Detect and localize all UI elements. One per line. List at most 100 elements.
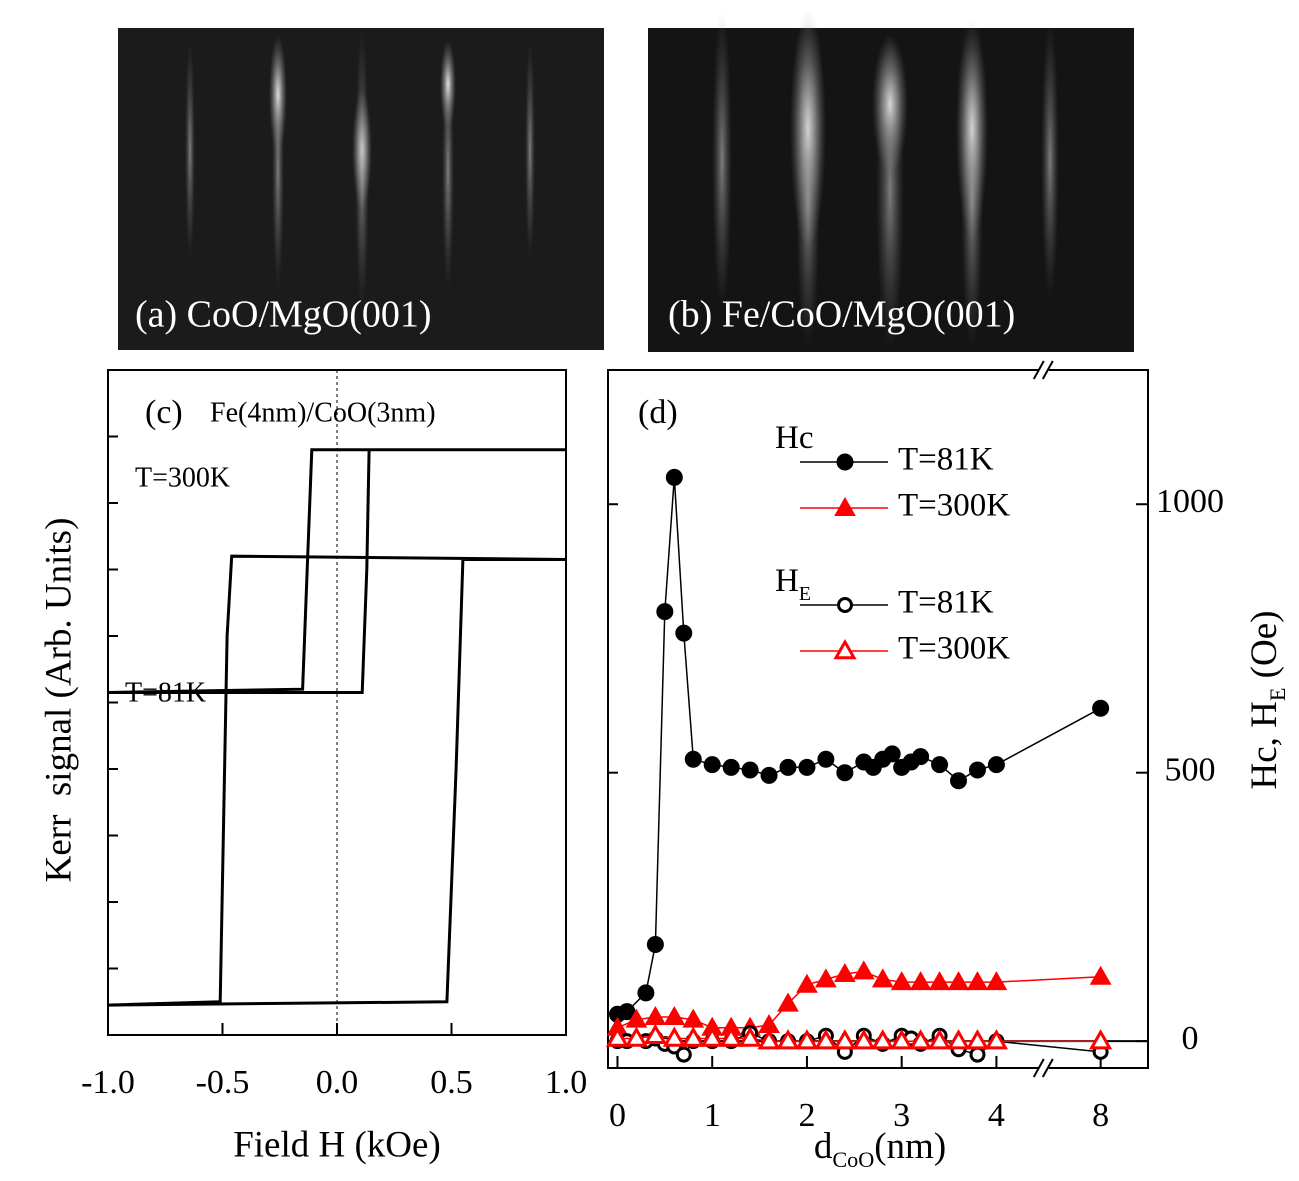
marker [950,772,968,790]
y-tick-label: 1000 [1156,483,1224,520]
legend-title-part: E [799,583,811,605]
axis-break-gap [1038,367,1049,373]
y-axis-label: Kerr signal (Arb. Units) [38,518,79,883]
marker [722,758,740,776]
marker [646,936,664,954]
marker [966,971,989,991]
marker [719,1026,743,1047]
marker [644,1005,667,1025]
marker [836,764,854,782]
axis-break-mark [1032,360,1045,380]
marker [987,756,1005,774]
x-tick-label: 4 [988,1097,1005,1134]
marker [795,1029,819,1050]
marker [637,984,655,1002]
marker [852,1029,876,1050]
x-tick-label: 8 [1092,1097,1109,1134]
image-b: (b) Fe/CoO/MgO(001) [648,10,1134,352]
marker [965,1029,990,1050]
marker [927,1029,952,1050]
legend-label: T=300K [898,488,1010,524]
x-axis-label: dCoO(nm) [814,1126,946,1172]
x-tick-label: 1.0 [545,1064,588,1101]
marker [777,992,799,1012]
axis-break-mark [1032,1058,1045,1078]
image-caption: (a) CoO/MgO(001) [135,294,432,336]
series-line [617,477,1101,1016]
y-axis-label-part: Hc, H [1244,701,1285,789]
marker [817,750,835,768]
marker [909,1029,933,1050]
marker [1089,1029,1113,1050]
marker [890,1029,914,1050]
x-tick-label: 2 [798,1097,815,1134]
marker [852,960,875,980]
marker [796,973,818,993]
marker [1092,699,1110,717]
x-tick-label: 0.0 [316,1064,359,1101]
marker [833,1029,857,1050]
legend-title-part: H [775,563,799,599]
marker [643,1023,667,1045]
marker [738,1026,762,1047]
legend-marker [836,453,854,471]
marker [798,758,816,776]
x-axis-label-part: d [814,1126,833,1167]
y-axis-label-part: (Oe) [1244,611,1285,688]
axis-break-mark [1041,360,1054,380]
x-tick-label: 3 [893,1097,910,1134]
x-tick-label: -1.0 [81,1064,135,1101]
marker [624,1026,649,1047]
marker [871,1029,895,1050]
marker [871,968,894,988]
marker [984,1029,1009,1050]
chart-panel: -1.0 -0.5 0.0 0.5 1.0 Field H (kOe) Kerr signa… [38,369,588,1165]
y-axis-label-part: E [1265,688,1290,702]
legend-label: T=300K [898,631,1010,667]
curve-label: T=81K [125,677,206,708]
x-axis-label: Field H (kOe) [233,1124,441,1165]
marker [968,761,986,779]
marker [605,1026,630,1047]
x-tick-label: 1 [704,1097,721,1134]
marker [760,766,778,784]
marker [890,971,913,991]
marker [665,468,683,486]
image-a: (a) CoO/MgO(001) [118,28,604,350]
marker [662,1026,686,1047]
marker [741,761,759,779]
marker [928,971,951,991]
panel-label: (c) [145,394,183,431]
x-tick-label: 0.5 [430,1064,473,1101]
x-axis-label-part: (nm) [874,1126,946,1167]
marker [931,756,949,774]
axis-break-gap [1038,1065,1049,1071]
y-tick-label: 500 [1165,751,1216,788]
marker [815,968,837,988]
marker [969,1046,986,1063]
series-line [617,970,1101,1029]
marker [776,1029,800,1050]
marker [833,963,856,983]
legend-title: HE [775,563,811,605]
marker [946,1029,971,1050]
marker [681,1026,705,1047]
y-tick-label: 0 [1182,1020,1199,1057]
marker [1089,965,1112,985]
chart-panel: 0 1 2 3 4 8 0 500 1000 (d) T=81K T=300K T=81K T=300K [605,360,1224,1134]
marker [883,745,901,763]
panel-label: (d) [638,394,678,431]
legend-marker [837,597,853,613]
marker [909,971,932,991]
legend-marker [834,496,856,516]
x-tick-label: 0 [609,1097,626,1134]
image-caption: (b) Fe/CoO/MgO(001) [668,294,1015,336]
curve-label: T=300K [135,462,230,493]
marker [947,971,970,991]
x-axis-label-part: CoO [832,1147,874,1172]
series-line [617,1035,1101,1042]
legend-marker [833,638,857,660]
marker [675,624,693,642]
marker [985,971,1008,991]
